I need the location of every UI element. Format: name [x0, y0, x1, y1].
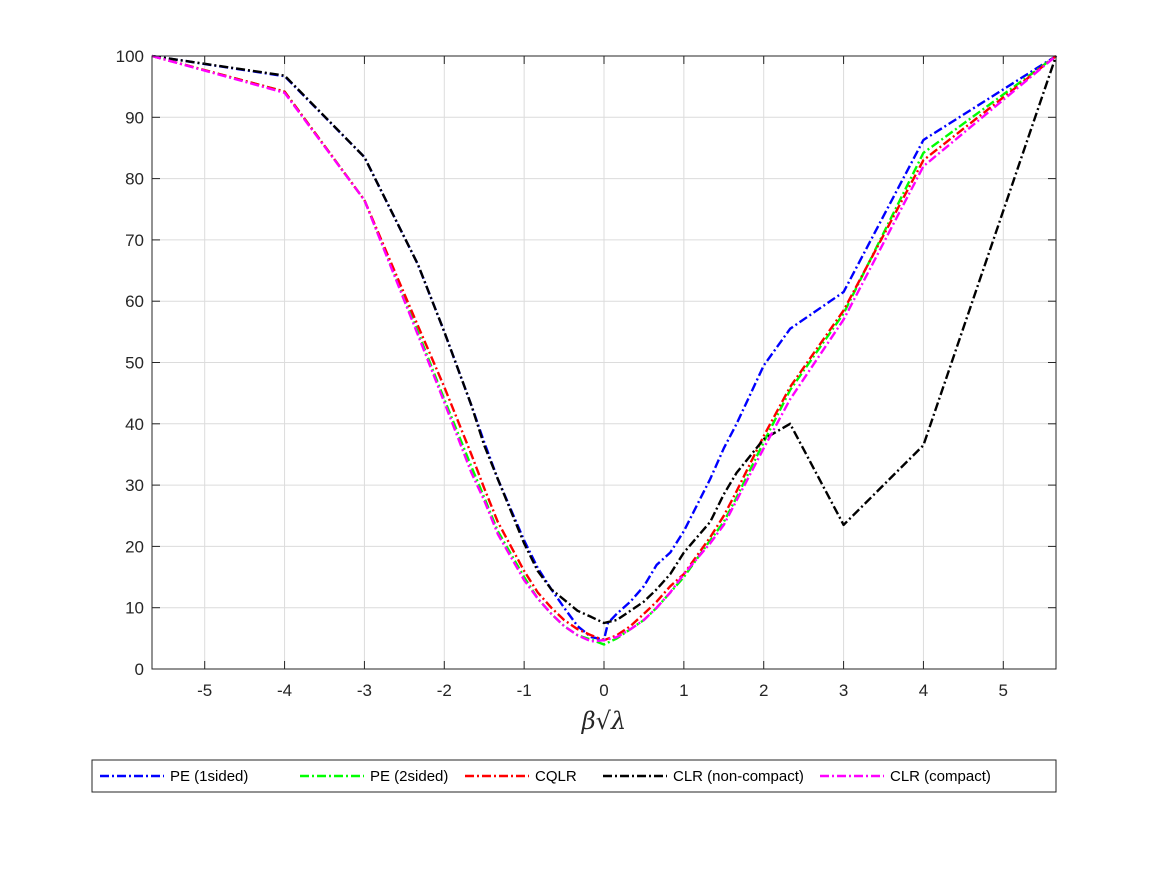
x-tick-label: 2 [759, 681, 768, 700]
x-tick-label: 5 [999, 681, 1008, 700]
legend-box [91, 759, 1057, 793]
x-tick-label: 0 [599, 681, 608, 700]
x-axis-label-sqrt: √ [596, 707, 612, 735]
x-axis-label-beta: β [581, 707, 596, 735]
legend-label: CLR (non-compact) [673, 768, 804, 785]
y-tick-label: 80 [125, 170, 144, 189]
x-tick-label: -2 [437, 681, 452, 700]
x-axis-label-lambda: λ [610, 707, 626, 735]
x-tick-label: 3 [839, 681, 848, 700]
x-tick-label: -3 [357, 681, 372, 700]
x-axis-label: β√λ [581, 707, 626, 735]
y-tick-label: 10 [125, 599, 144, 618]
series-line-clr-compact [151, 54, 1057, 643]
x-tick-label: 1 [679, 681, 688, 700]
x-tick-label: -4 [277, 681, 292, 700]
y-tick-label: 60 [125, 292, 144, 311]
y-tick-label: 20 [125, 537, 144, 556]
series-line-pe-2sided [151, 54, 1057, 646]
y-tick-label: 100 [116, 47, 144, 66]
y-tick-label: 0 [135, 660, 144, 679]
legend-label: PE (1sided) [170, 768, 248, 785]
legend-label: PE (2sided) [370, 768, 448, 785]
legend-items: PE (1sided) PE (2sided) CQLR CLR (non-compa… [100, 768, 991, 785]
y-tick-label: 70 [125, 231, 144, 250]
y-tick-label: 40 [125, 415, 144, 434]
x-tick-label: -5 [197, 681, 212, 700]
legend-label: CLR (compact) [890, 768, 991, 785]
legend: PE (1sided) PE (2sided) CQLR CLR (non-compa… [91, 759, 1057, 793]
legend-label: CQLR [535, 768, 577, 785]
series-lines [151, 54, 1058, 646]
y-tick-label: 50 [125, 354, 144, 373]
series-line-clr-non-compact [151, 54, 1058, 625]
x-tick-label: 4 [919, 681, 928, 700]
y-tick-label: 90 [125, 108, 144, 127]
y-tick-label: 30 [125, 476, 144, 495]
x-tick-label: -1 [517, 681, 532, 700]
